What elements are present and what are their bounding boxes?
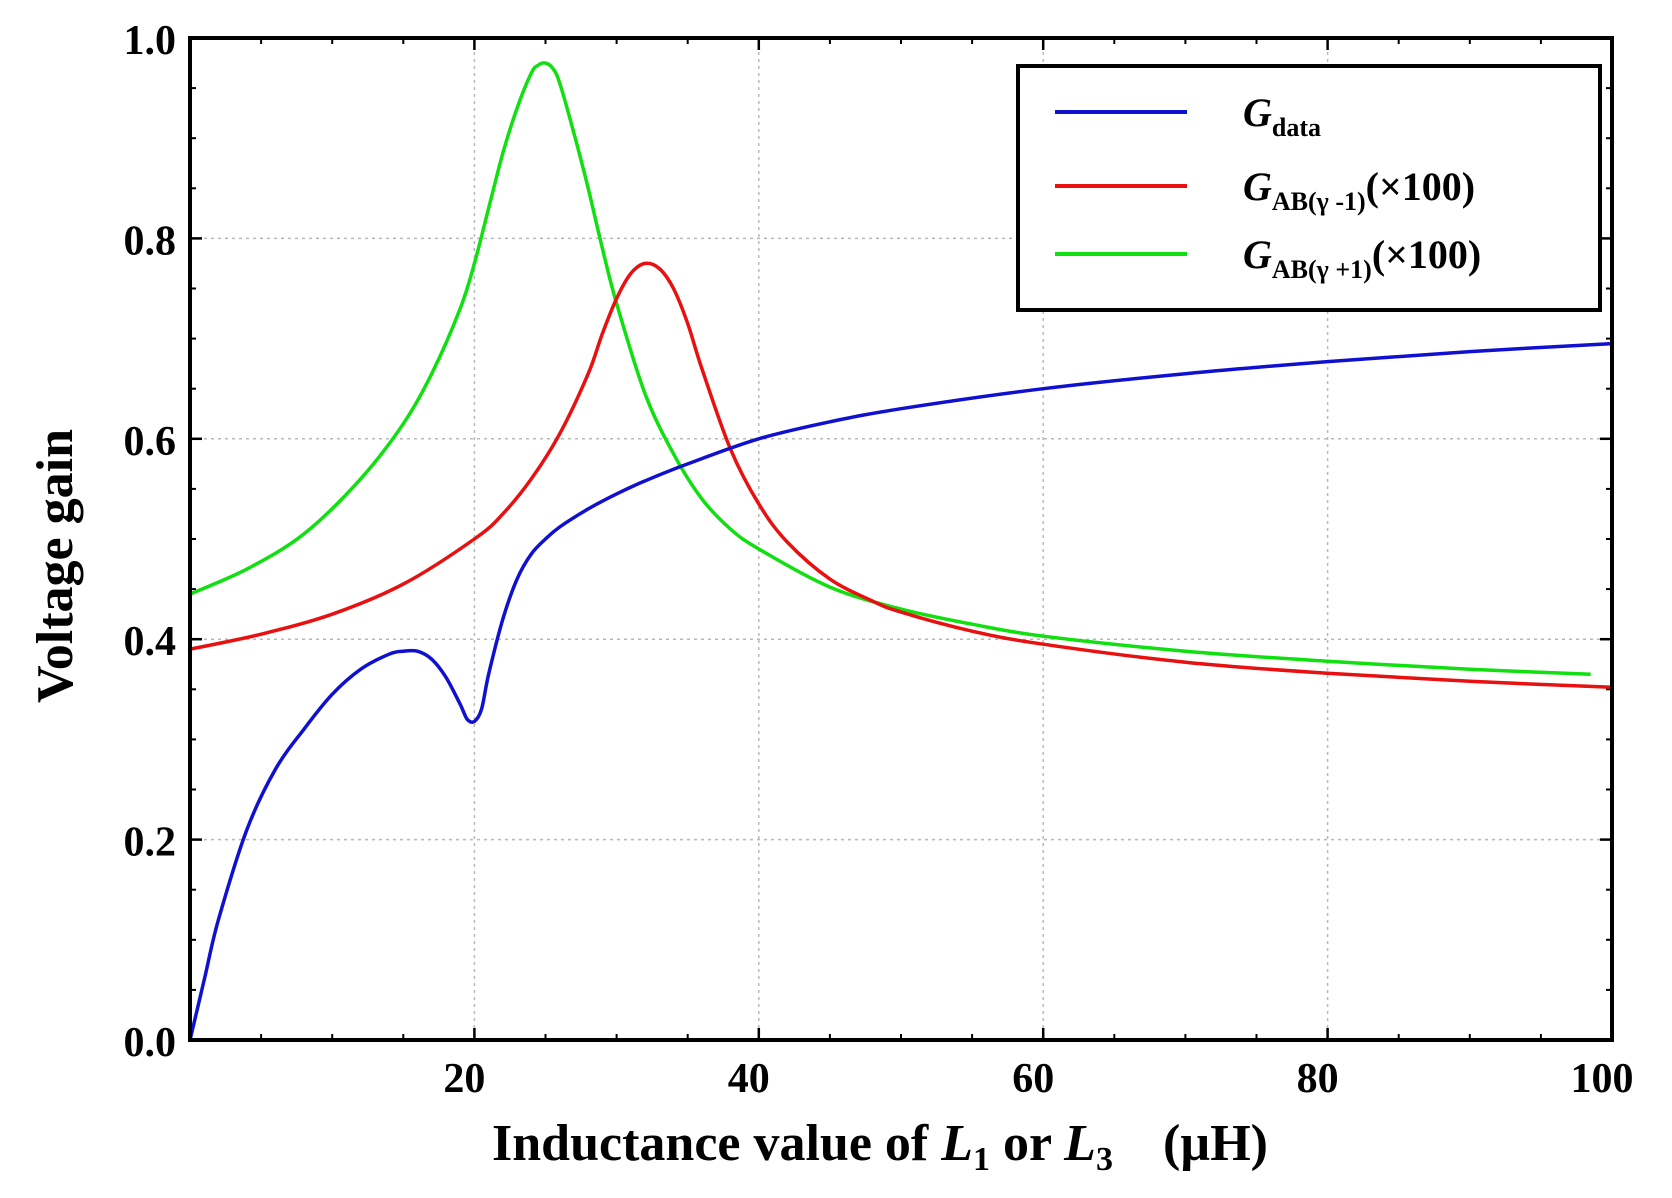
series-line-2	[189, 61, 1591, 677]
legend-label-gdata: Gdata	[1243, 90, 1321, 142]
y-axis-title: Voltage gain	[27, 429, 84, 703]
x-tick-label: 80	[1297, 1056, 1339, 1102]
plot-frame	[188, 36, 1614, 1042]
legend-gdata-sub: data	[1272, 113, 1321, 142]
legend-gab-plus-main: G	[1243, 232, 1272, 277]
legend-label-gab-minus: GAB(γ -1)(×100)	[1243, 164, 1475, 216]
series-lines	[188, 61, 1613, 1041]
x-axis-title-sub1: 1	[973, 1141, 990, 1178]
legend-gab-plus-suffix: (×100)	[1372, 232, 1481, 277]
series-line-0	[188, 341, 1613, 1041]
x-tick-label: 20	[443, 1056, 485, 1102]
legend-gdata-main: G	[1243, 90, 1272, 135]
y-tick-label: 0.2	[124, 820, 177, 866]
y-tick-label: 0.4	[124, 619, 177, 665]
x-tick-label: 60	[1012, 1056, 1054, 1102]
x-axis-title-prefix: Inductance value of	[492, 1115, 941, 1172]
y-tick-label: 0.8	[124, 218, 177, 264]
legend: Gdata GAB(γ -1)(×100) GAB(γ +1)(×100)	[1016, 64, 1602, 312]
legend-gab-minus-main: G	[1243, 164, 1272, 209]
legend-gab-minus-suffix: (×100)	[1366, 164, 1475, 209]
x-axis-title-sub2: 3	[1096, 1141, 1113, 1178]
legend-gab-minus-sub: AB(γ -1)	[1272, 187, 1366, 216]
x-axis-title-var2: L	[1063, 1115, 1096, 1172]
x-tick-label: 40	[728, 1056, 770, 1102]
x-axis-title: Inductance value of L1 or L3 (µH)	[492, 1115, 1268, 1178]
legend-gab-plus-sub: AB(γ +1)	[1272, 255, 1372, 284]
x-tick-label: 100	[1571, 1056, 1634, 1102]
y-tick-label: 1.0	[124, 18, 177, 64]
series-line-1	[189, 261, 1613, 690]
x-axis-title-mid: or	[990, 1115, 1064, 1172]
y-tick-label: 0.0	[124, 1020, 177, 1066]
x-axis-title-unit: (µH)	[1163, 1115, 1268, 1172]
tick-labels: 20 40 60 80 100 0.0 0.2 0.4 0.6 0.8 1.0	[124, 18, 1634, 1102]
x-axis-title-var1: L	[940, 1115, 973, 1172]
legend-label-gab-plus: GAB(γ +1)(×100)	[1243, 232, 1481, 284]
y-tick-label: 0.6	[124, 419, 177, 465]
